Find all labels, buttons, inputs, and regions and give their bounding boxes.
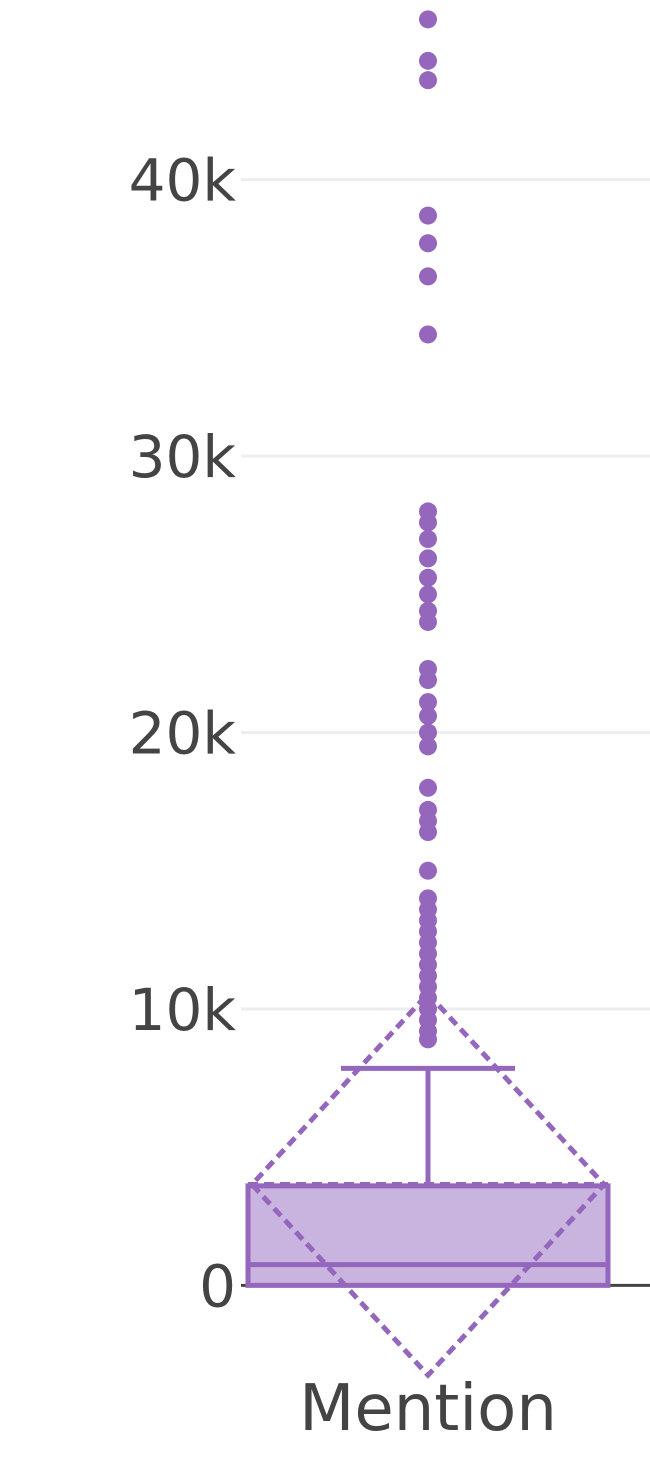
y-tick-label-40k: 40k [129, 147, 237, 215]
sd-diamond [248, 990, 608, 1379]
box-iqr [245, 1183, 611, 1288]
outlier-point [419, 549, 437, 568]
outlier-point [419, 325, 437, 344]
outlier-point [419, 568, 437, 587]
box-trace [245, 990, 611, 1379]
outlier-point [419, 234, 437, 253]
x-category-label: Mention [299, 1372, 557, 1446]
outlier-points [419, 10, 437, 1049]
outlier-point [419, 530, 437, 549]
outlier-point [419, 706, 437, 725]
y-tick-label-20k: 20k [129, 700, 237, 768]
y-tick-label-30k: 30k [129, 423, 237, 491]
outlier-point [419, 861, 437, 880]
outlier-point [419, 1030, 437, 1049]
outlier-point [419, 823, 437, 842]
outlier-point [419, 585, 437, 604]
outlier-point [419, 71, 437, 90]
outlier-point [419, 51, 437, 70]
grid-layer [241, 178, 650, 1287]
outlier-point [419, 10, 437, 29]
outlier-point [419, 206, 437, 225]
y-tick-labels: 0 10k 20k 30k 40k [129, 147, 237, 1321]
outlier-point [419, 612, 437, 631]
outlier-point [419, 671, 437, 689]
y-tick-label-0: 0 [199, 1252, 236, 1320]
outlier-point [419, 513, 437, 532]
outlier-point [419, 778, 437, 797]
outlier-point [419, 267, 437, 286]
outlier-point [419, 737, 437, 756]
outlier-point [419, 693, 437, 712]
y-tick-label-10k: 10k [129, 976, 237, 1044]
outlier-point [419, 723, 437, 742]
